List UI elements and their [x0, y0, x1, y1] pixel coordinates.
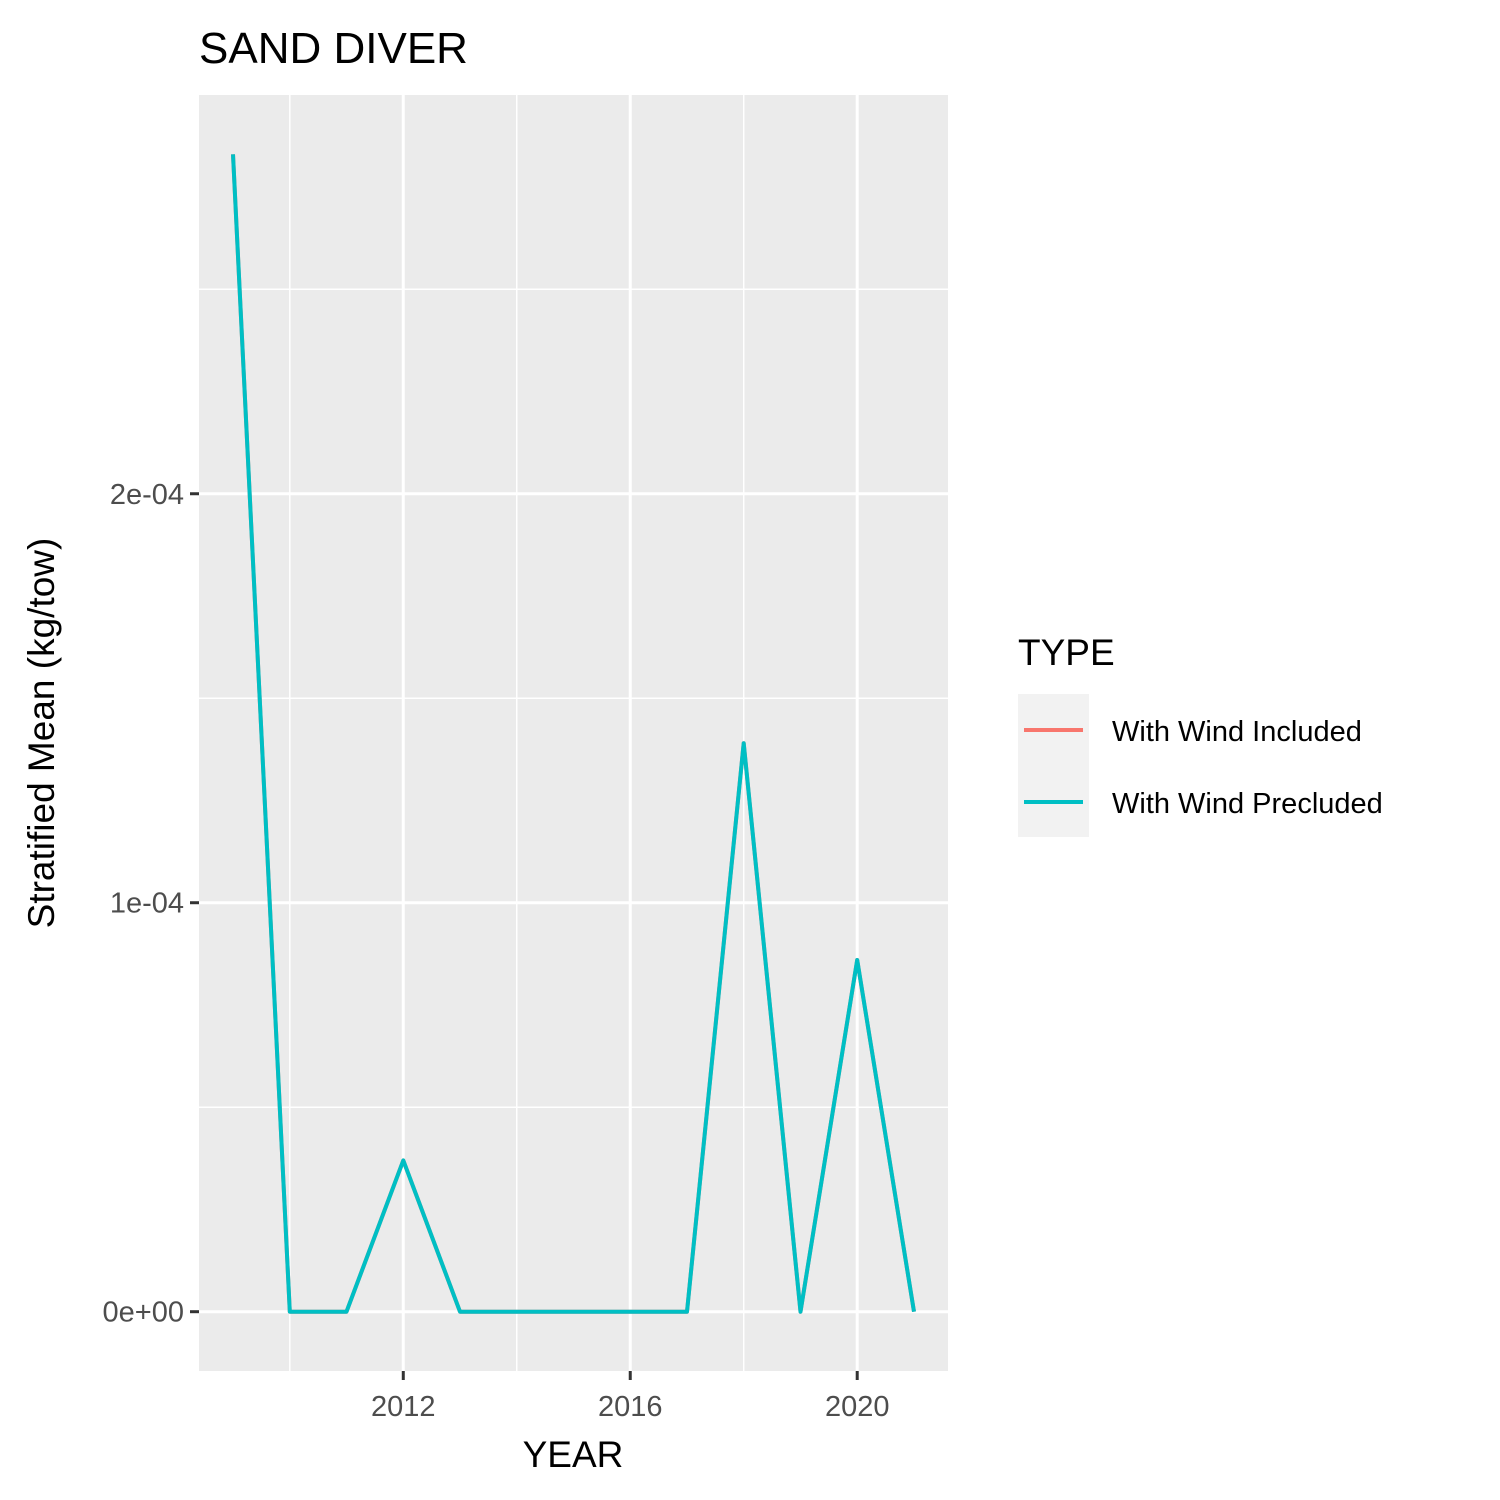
- y-tick-label: 2e-04: [110, 479, 184, 511]
- x-tick-label: 2012: [371, 1391, 436, 1423]
- legend-label-with-wind-precluded: With Wind Precluded: [1112, 788, 1383, 820]
- y-axis-title: Stratified Mean (kg/tow): [21, 538, 62, 929]
- x-tick-label: 2020: [825, 1391, 890, 1423]
- y-tick-label: 1e-04: [110, 888, 184, 920]
- x-axis-title: YEAR: [523, 1434, 624, 1475]
- legend-label-with-wind-included: With Wind Included: [1112, 716, 1362, 748]
- chart-title: SAND DIVER: [199, 24, 468, 73]
- x-tick-label: 2016: [598, 1391, 663, 1423]
- y-axis: 0e+00 1e-04 2e-04: [103, 479, 199, 1329]
- plot-panel: [199, 95, 948, 1371]
- x-axis: 2012 2016 2020: [371, 1371, 889, 1423]
- major-gridlines: [199, 95, 948, 1371]
- minor-gridlines: [199, 95, 948, 1371]
- legend: TYPE With Wind Included With Wind Preclu…: [1018, 632, 1383, 837]
- legend-title: TYPE: [1018, 632, 1115, 673]
- legend-key-background: [1018, 694, 1089, 837]
- series-line-with-wind-precluded: [231, 154, 916, 1314]
- series-lines: [231, 154, 916, 1314]
- y-tick-label: 0e+00: [103, 1297, 184, 1329]
